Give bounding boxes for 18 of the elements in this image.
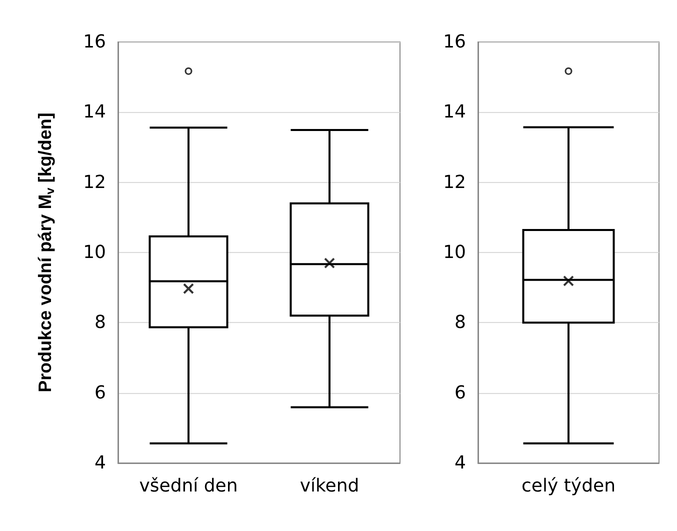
y-tick-label: 8 bbox=[454, 312, 466, 334]
y-tick-label: 6 bbox=[454, 382, 466, 404]
y-tick-label: 4 bbox=[454, 452, 466, 474]
y-tick-label: 14 bbox=[443, 102, 466, 123]
y-tick-label: 8 bbox=[94, 312, 106, 334]
y-tick-label: 12 bbox=[83, 172, 106, 193]
y-axis-title: Produkce vodní páry Mv [kg/den] bbox=[35, 112, 57, 392]
x-tick-label: víkend bbox=[300, 476, 360, 496]
y-tick-label: 10 bbox=[83, 242, 106, 263]
x-tick-label: celý týden bbox=[522, 476, 616, 496]
y-tick-label: 16 bbox=[83, 32, 106, 52]
y-tick-label: 4 bbox=[94, 452, 106, 474]
y-tick-label: 12 bbox=[443, 172, 466, 193]
y-tick-label: 14 bbox=[83, 102, 106, 123]
y-tick-label: 10 bbox=[443, 242, 466, 263]
y-tick-label: 16 bbox=[443, 32, 466, 52]
x-tick-label: všední den bbox=[139, 476, 238, 496]
y-tick-label: 6 bbox=[94, 382, 106, 404]
